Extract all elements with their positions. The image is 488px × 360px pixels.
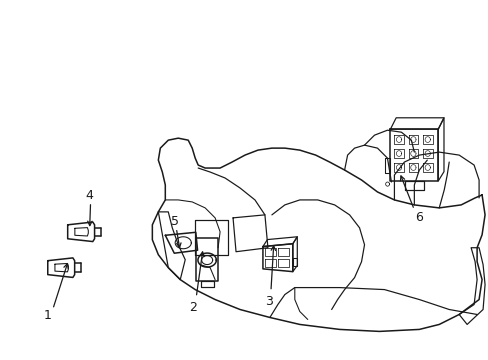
Text: 3: 3 bbox=[264, 295, 272, 308]
Text: 6: 6 bbox=[414, 211, 423, 224]
Text: 1: 1 bbox=[44, 309, 52, 322]
Text: 4: 4 bbox=[85, 189, 93, 202]
Text: 2: 2 bbox=[189, 301, 197, 314]
Text: 5: 5 bbox=[171, 215, 179, 228]
